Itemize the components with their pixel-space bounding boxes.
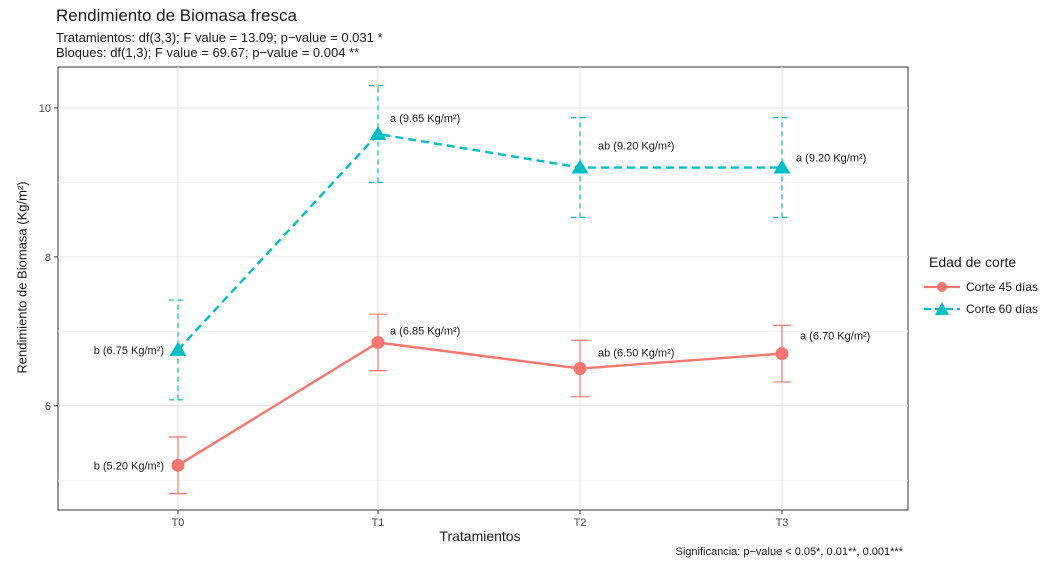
axes: 6 8 10 T0 T1 T2 T3	[39, 103, 789, 529]
data-label: a (6.70 Kg/m²)	[800, 331, 870, 343]
data-point-circle	[775, 347, 789, 361]
data-point-triangle	[571, 159, 589, 174]
chart-subtitle-treatments: Tratamientos: df(3,3); F value = 13.09; …	[56, 30, 383, 45]
data-label: b (6.75 Kg/m²)	[94, 345, 164, 357]
data-point-triangle	[369, 126, 387, 141]
data-label: ab (9.20 Kg/m²)	[598, 141, 674, 153]
series-corte-60: b (6.75 Kg/m²) a (9.65 Kg/m²) ab (9.20 Kg/…	[94, 85, 866, 401]
legend-item-corte-60: Corte 60 días	[922, 300, 1038, 318]
plot-panel	[57, 66, 909, 511]
chart-subtitle-blocks: Bloques: df(1,3); F value = 69.67; p−val…	[56, 45, 360, 60]
x-tick-label: T0	[172, 517, 185, 529]
legend-title: Edad de corte	[929, 254, 1017, 270]
x-tick-label: T1	[372, 517, 385, 529]
data-marks: b (5.20 Kg/m²) a (6.85 Kg/m²) ab (6.50 Kg/…	[94, 85, 870, 495]
data-point-circle	[573, 362, 587, 376]
y-tick-label: 8	[45, 252, 51, 264]
x-tick-label: T2	[574, 517, 587, 529]
x-axis-label: Tratamientos	[439, 528, 521, 544]
data-label: ab (6.50 Kg/m²)	[598, 348, 674, 360]
legend-triangle-marker	[924, 302, 960, 315]
y-axis-label: Rendimiento de Biomasa (Kg/m²)	[14, 181, 30, 374]
legend-item-corte-45: Corte 45 días	[922, 278, 1038, 296]
data-point-circle	[171, 458, 185, 472]
y-tick-label: 10	[39, 103, 51, 115]
chart-title: Rendimiento de Biomasa fresca	[56, 6, 297, 25]
grid-lines	[58, 67, 908, 510]
data-label: a (9.65 Kg/m²)	[390, 113, 460, 125]
significance-caption: Significancia: p−value < 0.05*, 0.01**, …	[675, 546, 904, 558]
data-point-triangle	[773, 159, 791, 174]
legend-circle-marker	[924, 282, 960, 292]
series-line	[177, 341, 783, 467]
y-tick-label: 6	[45, 401, 51, 413]
data-point-triangle	[169, 341, 187, 356]
data-label: a (9.20 Kg/m²)	[796, 153, 866, 165]
legend-label-corte-45: Corte 45 días	[966, 280, 1039, 294]
x-tick-label: T3	[776, 517, 789, 529]
data-label: b (5.20 Kg/m²)	[94, 460, 164, 472]
series-line	[177, 132, 782, 351]
data-label: a (6.85 Kg/m²)	[390, 325, 460, 337]
data-point-circle	[371, 335, 385, 349]
legend-label-corte-60: Corte 60 días	[966, 302, 1039, 316]
series-corte-45: b (5.20 Kg/m²) a (6.85 Kg/m²) ab (6.50 Kg/…	[94, 313, 870, 495]
